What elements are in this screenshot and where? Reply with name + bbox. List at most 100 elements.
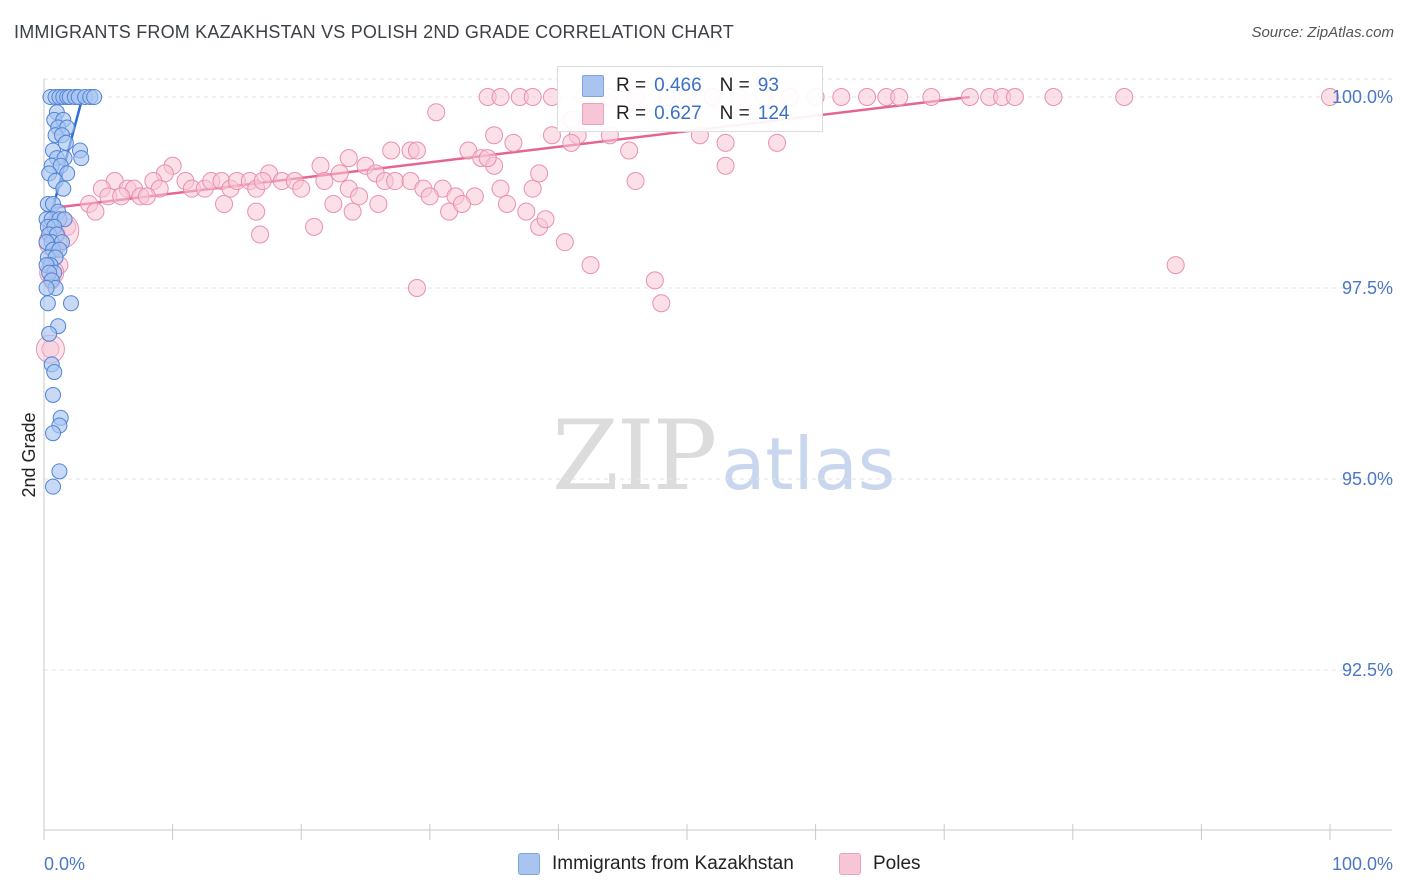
poles-point [890,88,909,106]
poles-point [137,187,156,206]
legend-swatch-poles [839,853,861,875]
correlation-legend: R = 0.466 N = 93 R = 0.627 N = 124 [557,66,823,132]
poles-point [530,164,549,183]
legend-row-poles: R = 0.627 N = 124 [582,101,789,127]
legend-swatch-kazakhstan [518,853,540,875]
legend-swatch-poles [582,103,604,125]
legend-r-label: R = [616,103,647,124]
source-label: Source: ZipAtlas.com [1251,24,1394,41]
kazakhstan-point [45,386,62,403]
legend-item-kazakhstan: Immigrants from Kazakhstan [518,852,794,876]
poles-point [452,194,471,213]
poles-point [768,133,787,152]
legend-n-value: 93 [757,75,779,96]
poles-point [626,172,645,191]
poles-point [1321,88,1339,106]
poles-point [922,88,941,106]
watermark: ZIPatlas [552,400,895,512]
kazakhstan-point [59,165,76,182]
poles-point [369,194,388,213]
chart-title: IMMIGRANTS FROM KAZAKHSTAN VS POLISH 2ND… [14,22,734,42]
poles-point [339,149,358,168]
poles-point [1044,88,1063,106]
legend-item-poles: Poles [839,852,921,876]
kazakhstan-point [46,364,63,381]
poles-point [517,202,536,221]
poles-point [562,133,581,152]
poles-point [536,210,555,229]
poles-point [382,141,401,160]
legend-r-label: R = [616,75,647,96]
poles-point [315,172,334,191]
watermark-zip: ZIP [552,400,717,512]
legend-r-value: 0.466 [654,75,702,96]
legend-n-label: N = [719,75,750,96]
kazakhstan-point [45,425,62,442]
legend-n-label: N = [719,103,750,124]
kazakhstan-point [51,463,68,480]
legend-swatch-kazakhstan [582,75,604,97]
poles-point [716,156,735,175]
x-tick-label: 100.0% [1332,854,1393,874]
poles-point [620,141,639,160]
poles-point [523,179,542,198]
poles-point [112,187,131,206]
poles-point [292,179,311,198]
y-tick-label: 95.0% [1342,469,1393,489]
poles-point [427,103,446,122]
tick-labels: 92.5% 95.0% 97.5% 100.0% 0.0% 100.0% 2nd Grade [19,87,1393,874]
legend-row-kazakhstan: R = 0.466 N = 93 [582,73,779,99]
poles-point [858,88,877,106]
legend-n-value: 124 [757,103,790,124]
kazakhstan-point [73,150,90,167]
watermark-atlas: atlas [721,422,896,506]
poles-point [555,233,574,252]
legend-label-poles: Poles [873,853,921,874]
poles-point [386,172,405,191]
poles-point [832,88,851,106]
kazakhstan-point [38,280,55,296]
poles-point [407,141,426,160]
poles-point [504,133,523,152]
poles-point [343,202,362,221]
kazakhstan-point [55,180,72,197]
poles-point [1005,88,1024,106]
x-tick-label: 0.0% [44,854,85,874]
poles-point [1115,88,1134,106]
poles-point [716,133,735,152]
legend-r-value: 0.627 [654,103,702,124]
poles-point [407,279,426,297]
poles-point [215,194,234,213]
y-axis-title: 2nd Grade [19,412,39,497]
poles-point [478,149,497,168]
poles-point [581,256,600,275]
y-tick-label: 97.5% [1342,278,1393,298]
poles-point [491,179,510,198]
kazakhstan-point [41,325,58,342]
poles-point [960,88,979,106]
kazakhstan-points [38,89,103,495]
poles-point [542,126,561,145]
kazakhstan-point [86,89,103,105]
kazakhstan-point [45,478,62,495]
kazakhstan-point [63,295,80,312]
poles-point [652,294,671,313]
poles-point [420,187,439,206]
poles-point [350,187,369,206]
poles-point [253,172,272,191]
poles-point [251,225,270,244]
legend-label-kazakhstan: Immigrants from Kazakhstan [552,853,794,874]
kazakhstan-point [39,295,56,312]
poles-point [247,202,266,221]
poles-point [305,217,324,236]
poles-point [497,194,516,213]
y-tick-label: 100.0% [1332,87,1393,107]
poles-point [330,164,349,183]
poles-point [86,202,105,221]
poles-point [311,156,330,175]
axes [43,79,1392,840]
poles-point [324,194,343,213]
poles-point [485,126,504,145]
y-tick-label: 92.5% [1342,660,1393,680]
